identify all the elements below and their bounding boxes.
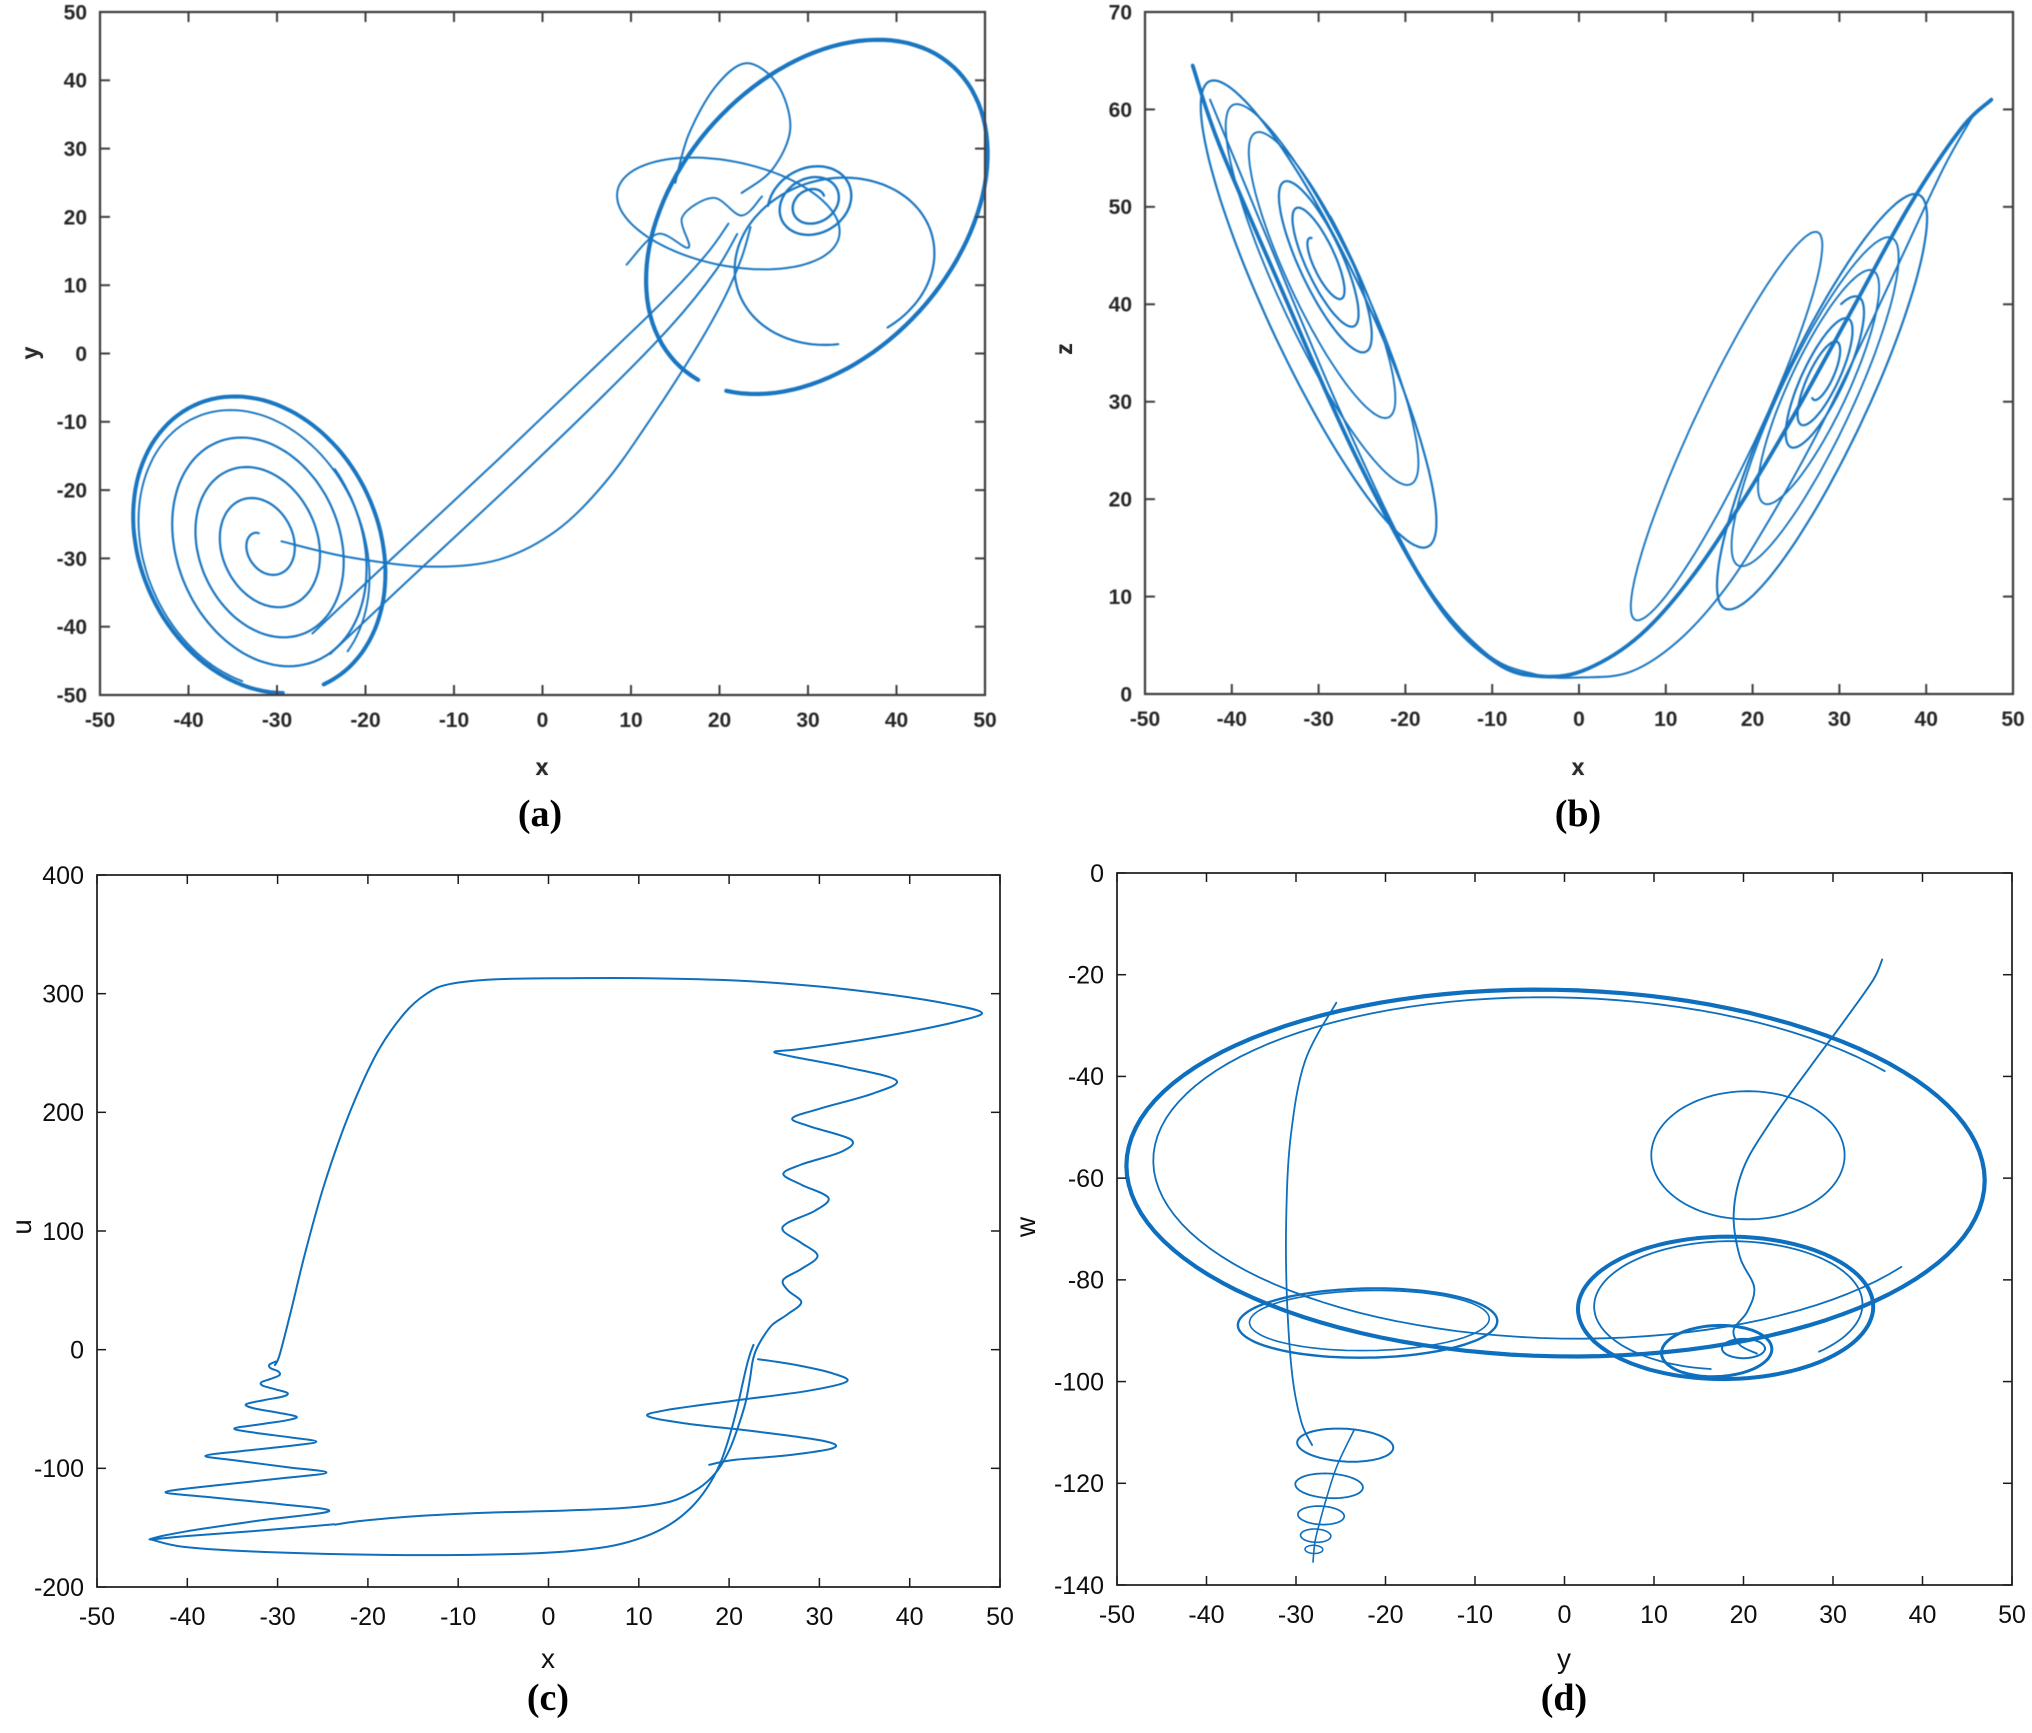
caption-d: (d) [1540, 1677, 1588, 1719]
xlabel-c: x [541, 1643, 555, 1674]
svg-text:-40: -40 [1068, 1063, 1104, 1091]
svg-text:-10: -10 [440, 1603, 476, 1631]
svg-text:40: 40 [1915, 708, 1938, 731]
svg-text:0: 0 [542, 1603, 556, 1631]
svg-text:0: 0 [1120, 683, 1132, 706]
svg-text:-10: -10 [57, 411, 87, 434]
svg-text:0: 0 [1558, 1601, 1572, 1629]
svg-text:-20: -20 [1068, 961, 1104, 989]
svg-text:10: 10 [625, 1603, 653, 1631]
svg-text:0: 0 [75, 343, 87, 366]
svg-text:-20: -20 [57, 479, 87, 502]
svg-text:30: 30 [805, 1603, 833, 1631]
xlabel-d: y [1557, 1643, 1571, 1674]
svg-text:-50: -50 [79, 1603, 115, 1631]
svg-text:-40: -40 [173, 709, 203, 732]
svg-text:20: 20 [708, 709, 731, 732]
svg-text:-200: -200 [34, 1574, 84, 1602]
svg-text:-80: -80 [1068, 1267, 1104, 1295]
svg-text:50: 50 [1998, 1601, 2026, 1629]
svg-text:-10: -10 [1457, 1601, 1493, 1629]
svg-text:-40: -40 [57, 616, 87, 639]
svg-text:-100: -100 [1054, 1368, 1104, 1396]
svg-text:30: 30 [1109, 391, 1132, 414]
svg-text:-60: -60 [1068, 1165, 1104, 1193]
svg-text:30: 30 [1828, 708, 1851, 731]
svg-text:-30: -30 [1278, 1601, 1314, 1629]
ylabel-a: y [16, 346, 43, 360]
svg-text:-50: -50 [1130, 708, 1160, 731]
subplot-d-axes: -50 -40 -30 -20 -10 0 10 20 30 40 50-140-120-100-8… [1054, 860, 2026, 1629]
ylabel-c: u [6, 1219, 37, 1235]
svg-text:-50: -50 [1099, 1601, 1135, 1629]
svg-text:-40: -40 [1188, 1601, 1224, 1629]
svg-text:50: 50 [973, 709, 996, 732]
svg-text:-10: -10 [1477, 708, 1507, 731]
svg-text:40: 40 [885, 709, 908, 732]
svg-text:50: 50 [986, 1603, 1014, 1631]
svg-text:10: 10 [1640, 1601, 1668, 1629]
svg-text:400: 400 [42, 862, 84, 890]
svg-text:-40: -40 [1217, 708, 1247, 731]
svg-text:10: 10 [619, 709, 642, 732]
subplot-c-axes: -50 -40 -30 -20 -10 0 10 20 30 40 50-200-100010020… [34, 862, 1014, 1631]
svg-text:0: 0 [70, 1336, 84, 1364]
svg-text:40: 40 [1109, 294, 1132, 317]
svg-text:-30: -30 [260, 1603, 296, 1631]
svg-text:60: 60 [1109, 99, 1132, 122]
caption-b: (b) [1554, 793, 1602, 835]
svg-text:30: 30 [64, 138, 87, 161]
svg-text:40: 40 [1909, 1601, 1937, 1629]
svg-text:-20: -20 [350, 1603, 386, 1631]
svg-text:40: 40 [64, 70, 87, 93]
xlabel-a: x [535, 753, 549, 780]
svg-text:10: 10 [64, 275, 87, 298]
subplot-b-axes: -50 -40 -30 -20 -10 0 10 20 30 40 50 0 10 20 30 40 50 60 7… [1109, 1, 2025, 731]
subplot-a-axes: -50 -40 -30 -20 -10 0 10 20 30 40 50 -50 -40 -30 -20 -1… [57, 1, 997, 732]
svg-text:20: 20 [1741, 708, 1764, 731]
xlabel-b: x [1571, 753, 1585, 780]
svg-text:40: 40 [896, 1603, 924, 1631]
svg-text:50: 50 [64, 1, 87, 24]
svg-text:20: 20 [1730, 1601, 1758, 1629]
svg-text:-40: -40 [169, 1603, 205, 1631]
svg-text:50: 50 [1109, 196, 1132, 219]
svg-text:100: 100 [42, 1218, 84, 1246]
svg-text:50: 50 [2001, 708, 2024, 731]
svg-text:300: 300 [42, 980, 84, 1008]
svg-text:30: 30 [796, 709, 819, 732]
svg-text:20: 20 [64, 206, 87, 229]
svg-text:20: 20 [1109, 488, 1132, 511]
svg-text:-20: -20 [350, 709, 380, 732]
svg-text:-50: -50 [85, 709, 115, 732]
svg-text:70: 70 [1109, 1, 1132, 24]
ylabel-d: w [1010, 1216, 1041, 1238]
svg-text:-120: -120 [1054, 1470, 1104, 1498]
caption-a: (a) [517, 793, 563, 835]
svg-text:-140: -140 [1054, 1572, 1104, 1600]
svg-text:10: 10 [1109, 586, 1132, 609]
svg-text:0: 0 [537, 709, 549, 732]
svg-text:10: 10 [1654, 708, 1677, 731]
svg-text:20: 20 [715, 1603, 743, 1631]
svg-text:200: 200 [42, 1099, 84, 1127]
svg-text:-30: -30 [1303, 708, 1333, 731]
svg-text:0: 0 [1573, 708, 1585, 731]
svg-text:-20: -20 [1390, 708, 1420, 731]
ylabel-b: z [1050, 343, 1077, 355]
svg-text:30: 30 [1819, 1601, 1847, 1629]
svg-text:-20: -20 [1367, 1601, 1403, 1629]
caption-c: (c) [526, 1677, 570, 1719]
svg-text:0: 0 [1090, 860, 1104, 888]
svg-text:-30: -30 [57, 548, 87, 571]
svg-text:-30: -30 [262, 709, 292, 732]
svg-text:-50: -50 [57, 684, 87, 707]
svg-text:-10: -10 [439, 709, 469, 732]
svg-text:-100: -100 [34, 1455, 84, 1483]
